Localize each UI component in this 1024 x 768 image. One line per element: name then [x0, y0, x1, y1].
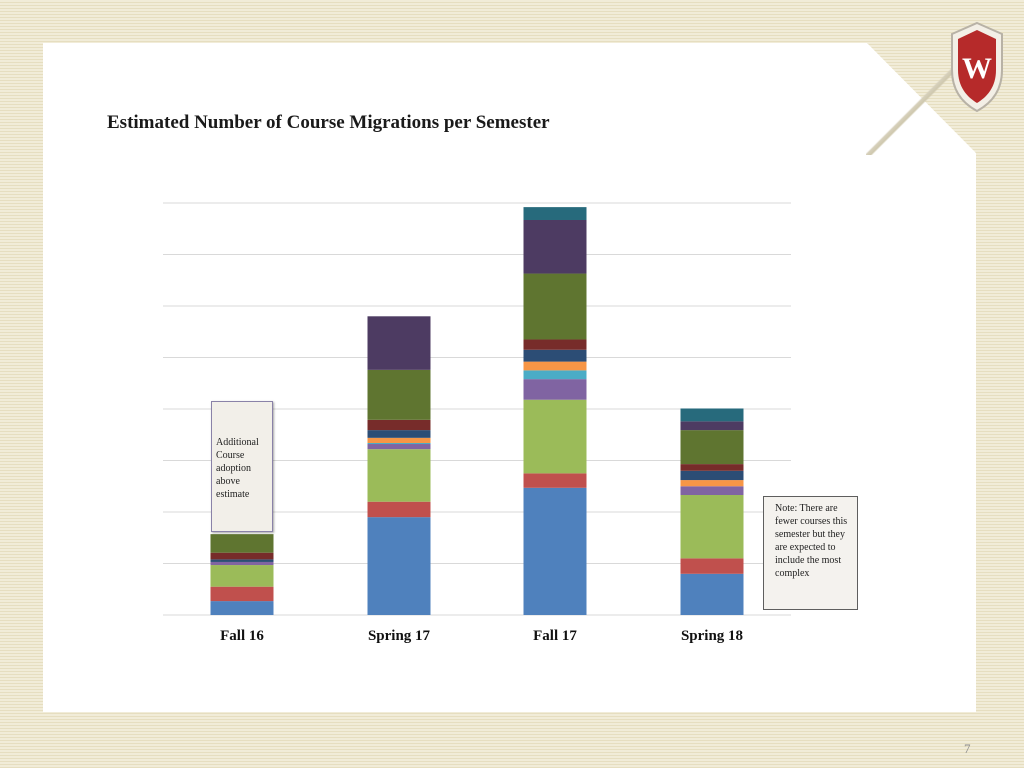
bar-segment	[680, 558, 744, 574]
bar-segment	[680, 421, 744, 431]
x-tick-label: Spring 17	[368, 628, 431, 644]
callout-text: Additional Course adoption above estimat…	[216, 437, 259, 500]
bar-segment	[210, 586, 274, 602]
bar-segment	[523, 370, 587, 380]
note-text: Note: There are fewer courses this semes…	[775, 503, 848, 579]
bar-segment	[210, 559, 274, 562]
logo-letter: W	[962, 52, 992, 85]
bar-segment	[680, 480, 744, 487]
bar-segment	[367, 430, 431, 438]
x-tick-label: Fall 17	[533, 628, 577, 644]
bar-segment	[523, 273, 587, 340]
bar-segment	[680, 573, 744, 615]
bar-segment	[523, 361, 587, 371]
bar-segment	[680, 495, 744, 559]
chart-title: Estimated Number of Course Migrations pe…	[107, 112, 550, 133]
crest-logo: W	[951, 21, 1003, 113]
bar-segment	[523, 379, 587, 400]
bar-segment	[367, 449, 431, 502]
bar-segment	[523, 349, 587, 362]
bar-segment	[680, 464, 744, 471]
bar-segment	[210, 552, 274, 560]
bar-segment	[367, 316, 431, 370]
bar-segment	[523, 339, 587, 350]
bar-segment	[210, 534, 274, 553]
bar-segment	[523, 473, 587, 488]
x-tick-label: Spring 18	[681, 628, 743, 644]
page-number: 7	[964, 741, 971, 756]
bar-segment	[680, 430, 744, 465]
bar-segment	[367, 437, 431, 443]
bar-segment	[367, 517, 431, 615]
bar-segment	[680, 470, 744, 481]
bar-segment	[210, 561, 274, 566]
additional-adoption-callout: Additional Course adoption above estimat…	[211, 401, 273, 532]
bar-segment	[680, 486, 744, 496]
bar-segment	[367, 369, 431, 420]
x-tick-label: Fall 16	[220, 628, 264, 644]
bar-segment	[680, 408, 744, 422]
bar-segment	[523, 487, 587, 615]
bar-segment	[523, 399, 587, 474]
bar-segment	[367, 501, 431, 518]
bar-segment	[523, 207, 587, 220]
bar-segment	[367, 444, 431, 450]
complexity-note-box: Note: There are fewer courses this semes…	[763, 496, 858, 610]
bar-segment	[367, 442, 431, 445]
bar-segment	[367, 419, 431, 431]
bar-segment	[523, 219, 587, 274]
bar-segment	[210, 565, 274, 587]
bar-segment	[210, 601, 274, 615]
